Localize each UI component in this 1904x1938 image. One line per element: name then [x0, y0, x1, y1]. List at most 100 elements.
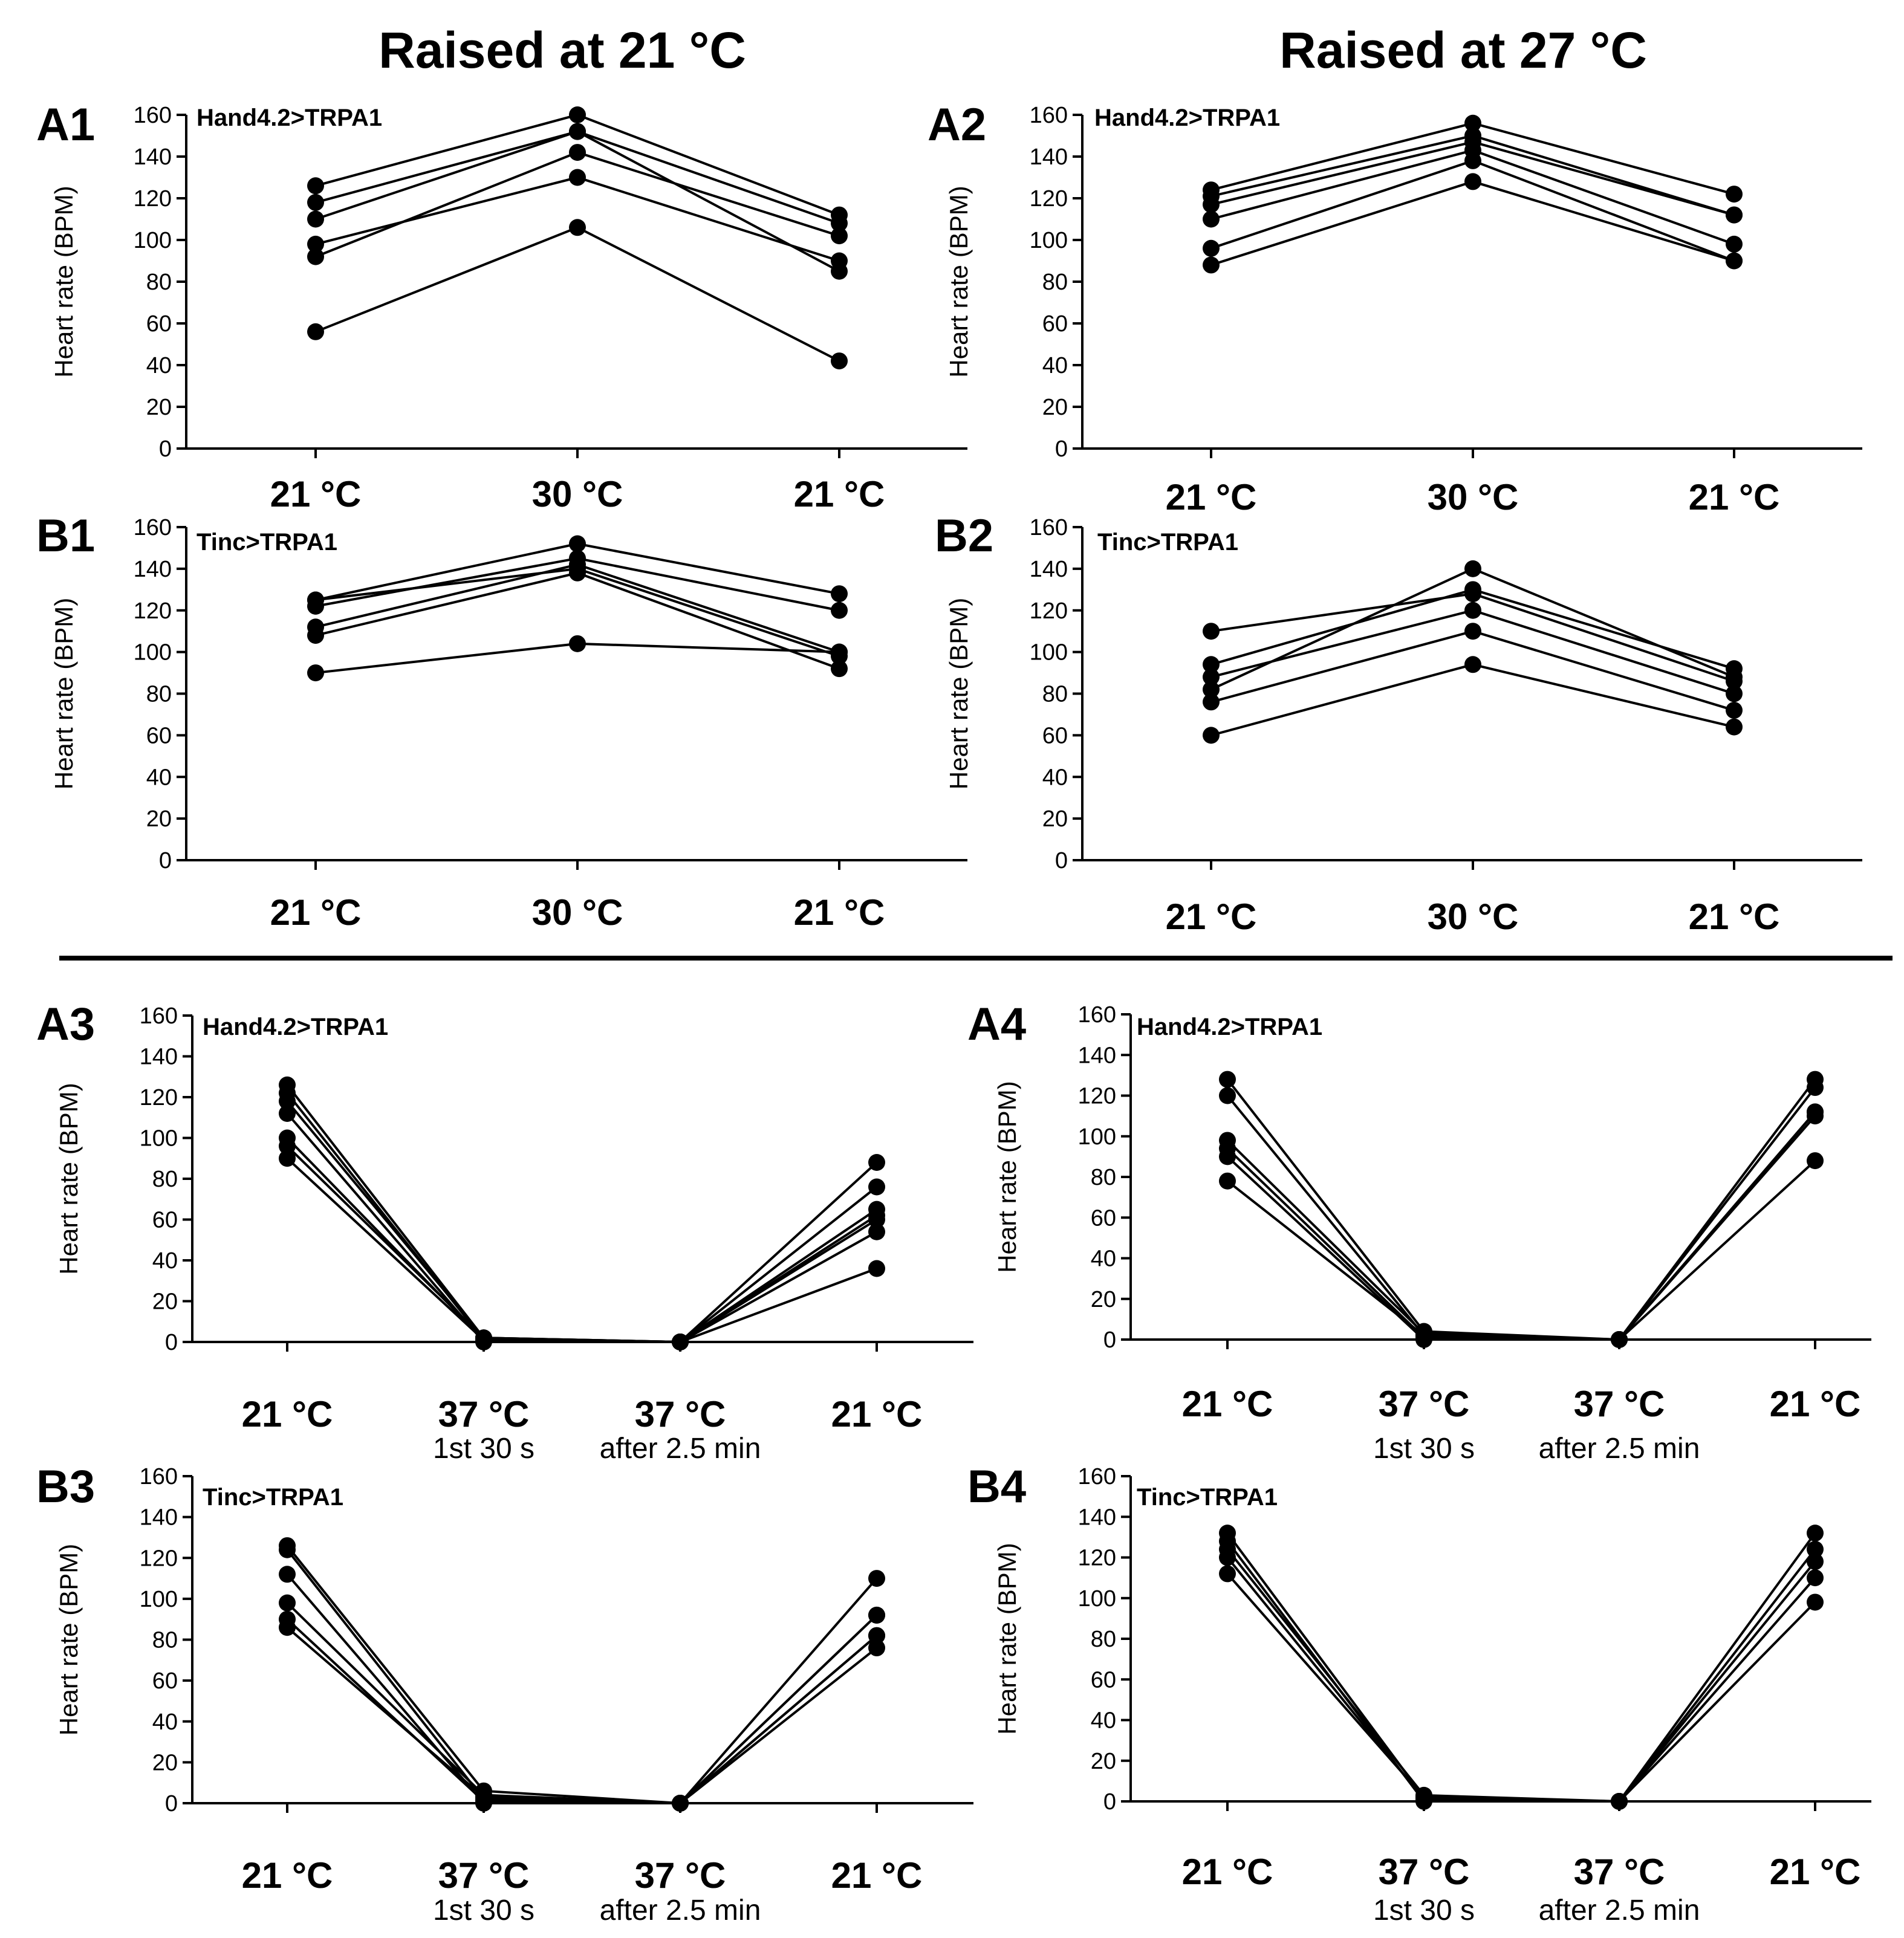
y-tick-label: 80 [1042, 682, 1068, 707]
data-point [1726, 252, 1743, 270]
data-point [1726, 186, 1743, 203]
y-tick-label: 60 [146, 311, 172, 337]
y-tick-label: 40 [152, 1710, 178, 1735]
panel-b3: B3 Tinc>TRPA1 Heart rate (BPM) 0 20 40 60 80 100… [36, 1461, 973, 1927]
data-point [279, 1541, 296, 1558]
data-point [1807, 1553, 1824, 1570]
data-point [1203, 727, 1220, 744]
y-tick-label: 80 [1091, 1627, 1116, 1652]
x-category-sublabel: after 2.5 min [600, 1894, 761, 1927]
x-category-sublabel: after 2.5 min [600, 1433, 761, 1465]
genotype-label: Hand4.2>TRPA1 [197, 105, 382, 131]
y-tick-label: 0 [1103, 1789, 1116, 1815]
data-point [279, 1594, 296, 1612]
y-tick-label: 80 [146, 270, 172, 295]
data-point [868, 1178, 885, 1196]
y-tick-label: 40 [146, 765, 172, 790]
panel-a3: A3 Hand4.2>TRPA1 Heart rate (BPM) 0 20 40 60 80… [36, 999, 973, 1465]
data-point [831, 601, 848, 619]
y-tick-label: 60 [1091, 1667, 1116, 1693]
data-point [831, 227, 848, 245]
x-category-sublabel: 1st 30 s [433, 1433, 534, 1465]
data-point [1807, 1103, 1824, 1121]
y-tick-label: 120 [140, 1085, 178, 1110]
panel-b4: B4 Tinc>TRPA1 Heart rate (BPM) 0 20 40 60 80 100… [967, 1461, 1871, 1927]
data-point [569, 144, 586, 161]
genotype-label: Tinc>TRPA1 [1097, 529, 1238, 556]
y-tick-label: 140 [134, 557, 172, 582]
data-point [1726, 206, 1743, 224]
data-point [307, 323, 324, 340]
y-tick-label: 100 [134, 640, 172, 666]
data-point [1203, 656, 1220, 673]
data-point [1203, 623, 1220, 640]
data-point [1464, 581, 1481, 598]
x-category-label: 21 °C [1182, 1852, 1273, 1892]
panel-letter: B4 [967, 1461, 1026, 1512]
data-point [1726, 235, 1743, 253]
y-tick-label: 140 [1030, 144, 1068, 170]
x-category-label: 30 °C [1428, 477, 1519, 517]
data-point [1219, 1172, 1236, 1190]
data-point [1219, 1148, 1236, 1165]
data-point [868, 1260, 885, 1277]
y-tick-label: 140 [1078, 1505, 1116, 1530]
data-point [1726, 685, 1743, 702]
y-tick-label: 20 [1042, 806, 1068, 832]
data-point [868, 1211, 885, 1228]
data-point [1219, 1565, 1236, 1583]
x-category-label: 21 °C [242, 1855, 333, 1896]
series-line-6 [286, 1614, 878, 1805]
x-category-label: 37 °C [438, 1394, 530, 1434]
x-category-sublabel: after 2.5 min [1539, 1894, 1700, 1927]
x-category-label: 21 °C [1166, 477, 1257, 517]
y-tick-label: 100 [1078, 1586, 1116, 1612]
data-point [307, 627, 324, 644]
data-point [1807, 1525, 1824, 1542]
y-tick-label: 160 [134, 103, 172, 128]
y-tick-label: 20 [1042, 395, 1068, 420]
y-tick-label: 120 [1030, 598, 1068, 624]
data-point [279, 1092, 296, 1110]
data-point [1726, 668, 1743, 685]
genotype-label: Hand4.2>TRPA1 [203, 1014, 388, 1040]
data-point [279, 1150, 296, 1167]
y-axis-label: Heart rate (BPM) [944, 186, 973, 377]
data-point [1464, 114, 1481, 132]
y-tick-label: 120 [1078, 1546, 1116, 1571]
y-tick-label: 100 [1030, 228, 1068, 253]
panel-a4: A4 Hand4.2>TRPA1 Heart rate (BPM) 0 20 40 60 80… [967, 999, 1871, 1465]
x-category-label: 21 °C [1770, 1852, 1861, 1892]
data-point [868, 1627, 885, 1644]
genotype-label: Hand4.2>TRPA1 [1137, 1014, 1322, 1040]
series-line-5 [1226, 1111, 1816, 1341]
y-axis-label: Heart rate (BPM) [50, 598, 78, 789]
y-tick-label: 40 [1091, 1246, 1116, 1272]
y-tick-label: 160 [134, 515, 172, 540]
data-point [868, 1606, 885, 1624]
y-tick-label: 100 [134, 228, 172, 253]
y-tick-label: 0 [165, 1791, 178, 1816]
data-point [1203, 196, 1220, 213]
panels: A1 Hand4.2>TRPA1 Heart rate (BPM) 0 20 40 60 80… [36, 99, 1871, 1927]
y-tick-label: 60 [1042, 723, 1068, 748]
data-point [1726, 702, 1743, 719]
x-category-label: 21 °C [1689, 477, 1780, 517]
y-tick-label: 0 [1055, 848, 1068, 873]
data-point [1219, 1087, 1236, 1104]
data-point [831, 660, 848, 678]
y-tick-label: 120 [134, 186, 172, 212]
x-category-label: 21 °C [1166, 896, 1257, 937]
y-tick-label: 140 [134, 144, 172, 170]
panel-letter: A3 [36, 999, 95, 1050]
data-point [868, 1639, 885, 1657]
data-point [1807, 1569, 1824, 1587]
x-category-label: 37 °C [635, 1855, 726, 1896]
data-point [1464, 173, 1481, 190]
x-category-label: 21 °C [831, 1855, 923, 1896]
data-point [279, 1138, 296, 1155]
y-tick-label: 40 [1042, 353, 1068, 378]
genotype-label: Tinc>TRPA1 [197, 529, 337, 556]
data-point [1415, 1327, 1432, 1344]
data-point [1464, 656, 1481, 673]
